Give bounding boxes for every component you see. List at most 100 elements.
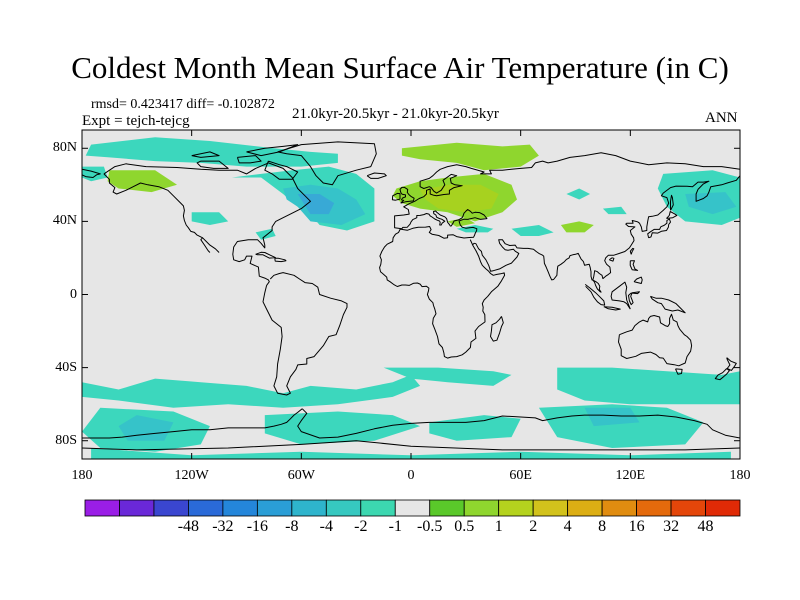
colorbar-swatch <box>532 499 569 517</box>
colorbar-swatch <box>601 499 637 517</box>
lon-tick-label: 120W <box>174 468 209 483</box>
lat-tick-label: 80S <box>55 432 77 448</box>
anomaly-region-27 <box>584 407 640 427</box>
colorbar-swatch <box>119 499 155 517</box>
colorbar <box>84 499 741 517</box>
colorbar-swatch <box>567 499 603 517</box>
colorbar-label: -32 <box>212 518 234 535</box>
coastline-37 <box>82 440 740 451</box>
anomaly-region-14 <box>511 225 554 236</box>
coastline-16 <box>490 316 504 342</box>
coastline-8 <box>264 160 299 180</box>
coastline-26 <box>647 218 671 239</box>
coastline-4 <box>277 141 377 186</box>
colorbar-swatch <box>222 499 258 517</box>
coastline-21 <box>628 291 640 306</box>
colorbar-swatch <box>256 499 293 517</box>
anomaly-region-18 <box>685 192 737 215</box>
colorbar-swatch <box>153 499 189 517</box>
coastlines <box>82 141 740 451</box>
anomaly-region-0 <box>85 137 338 167</box>
coastline-29 <box>629 247 635 255</box>
lat-tick-label: 40S <box>55 359 77 375</box>
lon-tick-label: 60E <box>509 468 532 483</box>
anomaly-region-20 <box>383 367 512 386</box>
colorbar-label: -8 <box>285 518 299 535</box>
coastline-5 <box>366 172 387 179</box>
coastline-22 <box>618 313 693 367</box>
coastline-24 <box>726 357 737 371</box>
anomaly-region-25 <box>429 415 521 441</box>
coastline-13 <box>379 175 740 359</box>
coastline-7 <box>236 155 262 164</box>
stats-label: rmsd= 0.423417 diff= -0.102872 <box>91 97 275 112</box>
coastline-28 <box>670 194 674 211</box>
coastline-32 <box>633 276 643 284</box>
anomaly-region-15 <box>566 188 591 200</box>
colorbar-label: 0.5 <box>454 518 475 535</box>
coastline-17 <box>610 281 631 310</box>
colorbar-label: 8 <box>598 518 607 535</box>
anomaly-shading <box>82 137 740 459</box>
colorbar-label: 2 <box>529 518 538 535</box>
colorbar-swatch <box>705 499 741 517</box>
colorbar-label: -4 <box>319 518 333 535</box>
lat-tick-label: 40N <box>52 213 77 229</box>
anomaly-region-24 <box>264 411 421 445</box>
colorbar-swatch <box>429 499 465 517</box>
anomaly-region-11 <box>560 221 594 233</box>
anomaly-region-23 <box>118 415 174 441</box>
coastline-14 <box>399 186 415 204</box>
colorbar-label: 16 <box>628 518 645 535</box>
colorbar-swatch <box>325 499 362 517</box>
coastline-11 <box>394 152 740 230</box>
colorbar-label: 32 <box>663 518 680 535</box>
season-label: ANN <box>705 110 738 126</box>
map-title: Coldest Month Mean Surface Air Temperatu… <box>71 50 729 85</box>
coastline-10 <box>191 151 220 158</box>
anomaly-region-5 <box>297 194 335 215</box>
lon-tick-label: 60W <box>287 468 315 483</box>
anomaly-region-12 <box>447 217 475 227</box>
colorbar-swatch <box>360 499 396 517</box>
coastline-15 <box>391 192 401 201</box>
colorbar-swatch <box>498 499 534 517</box>
anomaly-region-28 <box>91 448 731 459</box>
coastline-9 <box>246 144 299 157</box>
coastline-18 <box>584 284 606 306</box>
colorbar-label: -2 <box>354 518 368 535</box>
anomaly-region-19 <box>82 374 421 408</box>
colorbar-swatch <box>394 499 431 517</box>
lat-tick-label: 80N <box>52 140 77 156</box>
coastline-30 <box>609 257 615 262</box>
coastline-34 <box>274 257 287 263</box>
coastline-36 <box>297 408 740 439</box>
coastline-23 <box>675 368 683 375</box>
coastline-19 <box>603 306 621 311</box>
coastline-33 <box>255 251 276 259</box>
colorbar-label: -16 <box>246 518 269 535</box>
anomaly-region-8 <box>401 142 539 171</box>
colorbar-label: 4 <box>563 518 572 535</box>
lon-tick-label: 120E <box>615 468 646 483</box>
colorbar-swatch <box>291 499 327 517</box>
experiment-label: Expt = tejch-tejcg <box>82 113 190 129</box>
anomaly-region-21 <box>557 367 740 405</box>
colorbar-swatch <box>670 499 706 517</box>
lat-tick-label: 0 <box>70 286 77 302</box>
colorbar-swatch <box>636 499 672 517</box>
coastline-27 <box>666 211 678 219</box>
anomaly-region-6 <box>191 212 229 225</box>
lon-tick-label: 180 <box>729 468 751 483</box>
anomaly-region-16 <box>602 206 627 215</box>
coastline-1 <box>262 272 348 396</box>
anomaly-region-13 <box>456 225 494 233</box>
colorbar-swatch <box>463 499 500 517</box>
coastline-3 <box>103 173 203 239</box>
colorbar-label: -48 <box>177 518 200 535</box>
coastline-12 <box>82 168 101 178</box>
colorbar-swatch <box>84 499 120 517</box>
coastline-6 <box>196 160 229 169</box>
coastline-31 <box>629 260 639 271</box>
